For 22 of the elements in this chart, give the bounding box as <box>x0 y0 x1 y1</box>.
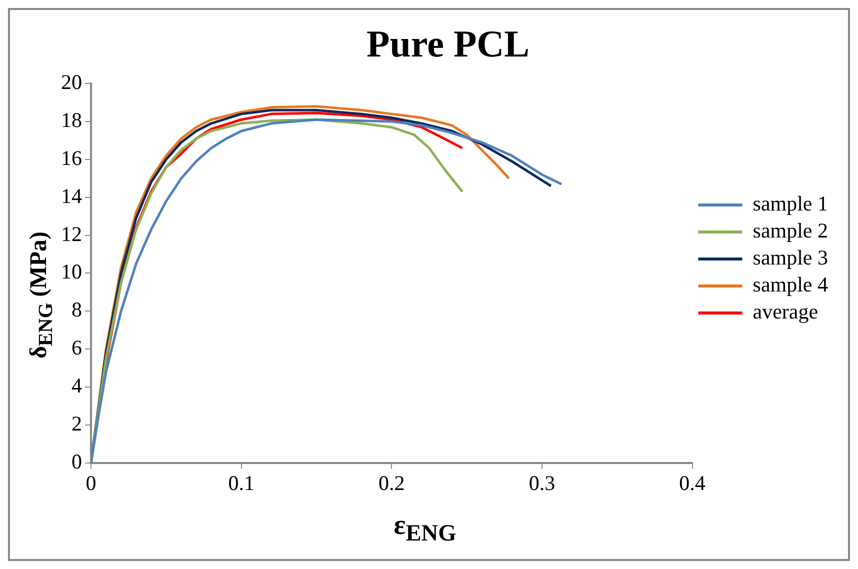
x-tick-label: 0.4 <box>679 470 706 495</box>
y-tick-label: 4 <box>72 373 82 398</box>
x-axis-title: ε$_{ENG}$ <box>394 510 456 548</box>
legend-label: sample 3 <box>752 246 828 270</box>
y-tick-label: 18 <box>61 108 82 132</box>
y-tick-label: 8 <box>72 298 82 322</box>
y-tick-label: 10 <box>61 260 82 284</box>
y-tick-label: 14 <box>61 184 82 208</box>
y-tick-label: 20 <box>61 70 82 94</box>
y-tick-label: 2 <box>72 411 82 436</box>
y-tick-label: 6 <box>72 336 82 360</box>
legend-label: average <box>752 300 818 324</box>
x-tick-label: 0.2 <box>378 470 405 495</box>
y-tick-label: 12 <box>61 222 82 246</box>
x-tick-label: 0.1 <box>228 470 254 495</box>
y-tick-label: 16 <box>61 146 82 170</box>
legend-label: sample 1 <box>752 192 828 216</box>
legend-label: sample 4 <box>752 272 828 297</box>
x-tick-label: 0.3 <box>528 470 556 495</box>
y-tick-label: 0 <box>72 449 82 474</box>
legend-label: sample 2 <box>752 218 828 243</box>
chart-title: Pure PCL <box>366 24 530 66</box>
